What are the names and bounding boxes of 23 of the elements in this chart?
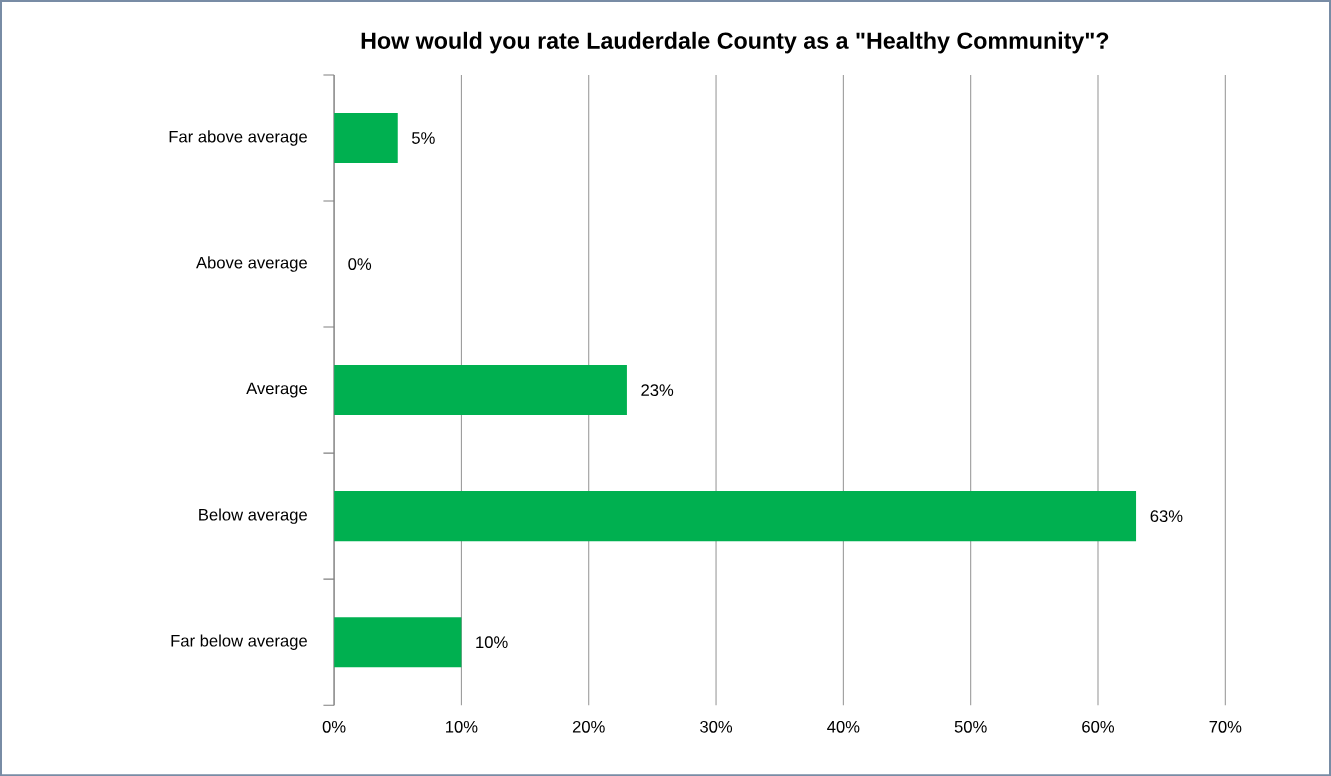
data-label: 5%: [412, 132, 435, 144]
y-tick-label: Above average: [196, 256, 307, 272]
x-tick-label: 70%: [1209, 720, 1242, 733]
data-label: 23%: [641, 384, 674, 396]
chart-title: How would you rate Lauderdale County as a "Healthy Community"?: [361, 31, 1109, 54]
bar: [334, 365, 627, 416]
y-tick-label: Far above average: [169, 130, 307, 146]
bar: [334, 617, 462, 668]
data-label: 10%: [476, 636, 508, 648]
data-label: 63%: [1150, 510, 1183, 522]
data-label: 0%: [348, 258, 372, 270]
y-tick-label: Average: [246, 382, 307, 398]
x-tick-label: 0%: [322, 720, 346, 733]
x-tick-label: 40%: [827, 720, 860, 733]
x-tick-label: 50%: [954, 720, 987, 733]
x-tick-label: 20%: [572, 720, 605, 733]
bar: [334, 491, 1137, 542]
y-tick-label: Below average: [199, 508, 307, 524]
y-tick-label: Far below average: [171, 634, 307, 650]
x-tick-label: 30%: [700, 720, 733, 733]
bar: [334, 112, 398, 163]
x-tick-label: 10%: [446, 720, 478, 733]
x-tick-label: 60%: [1082, 720, 1115, 733]
